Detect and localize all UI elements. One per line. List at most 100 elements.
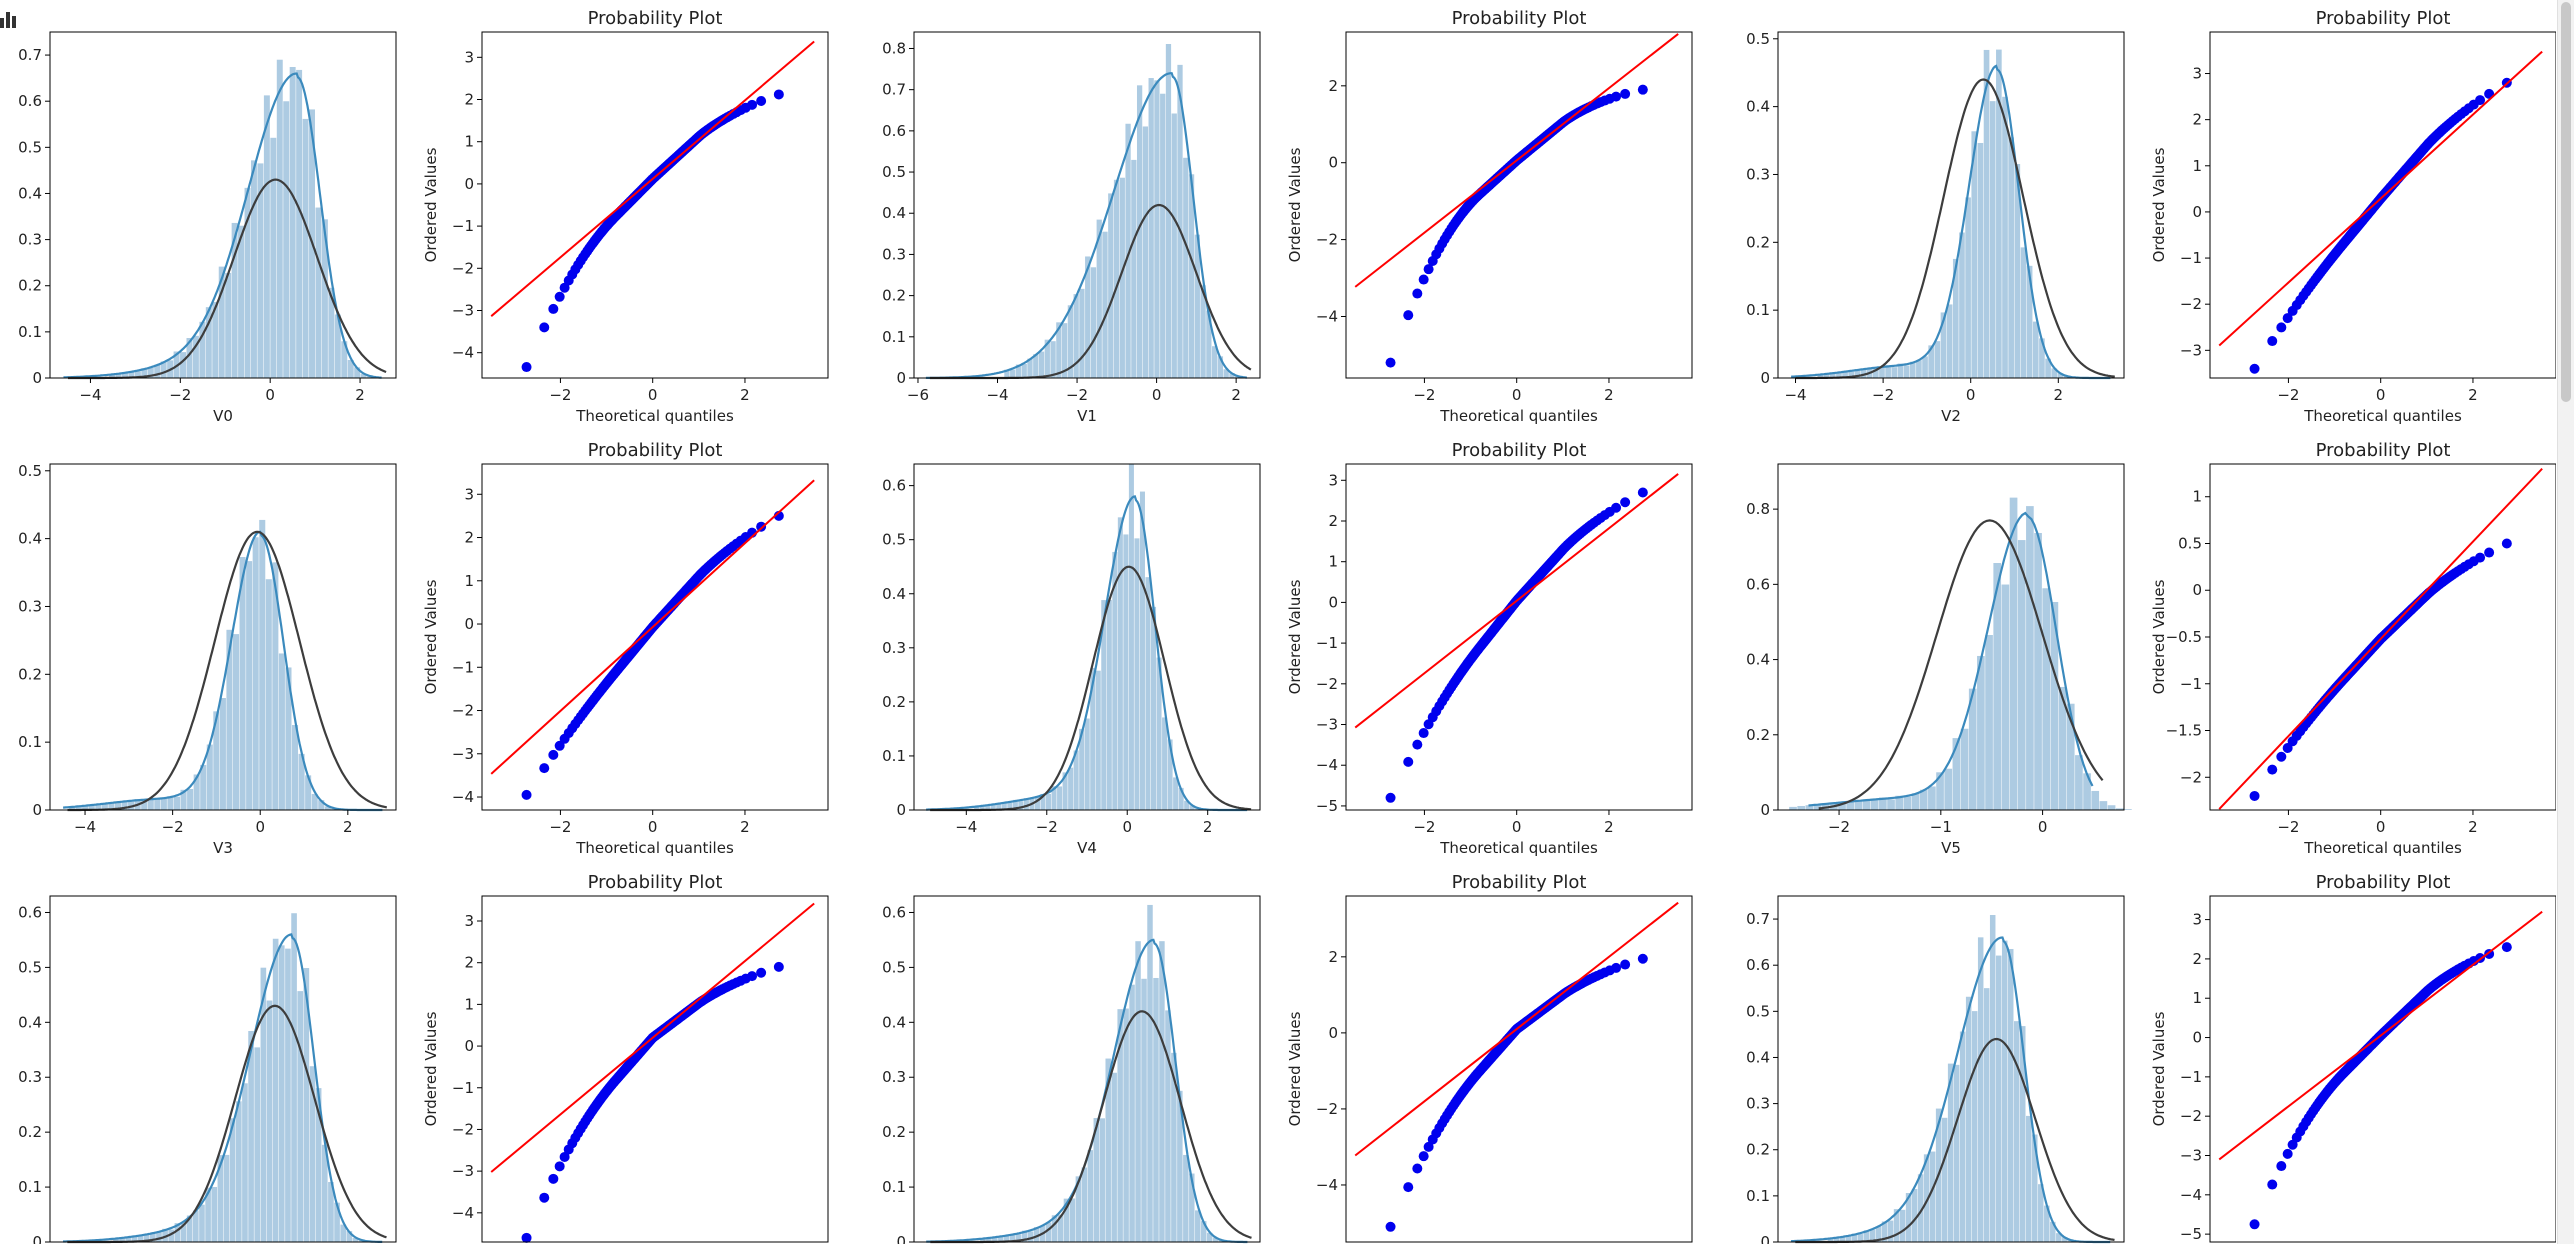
histogram-bar xyxy=(979,806,985,810)
histogram-bar xyxy=(1101,600,1107,810)
histogram-bar xyxy=(1854,800,1863,810)
histogram-bar xyxy=(260,967,267,1242)
y-tick-label: 1 xyxy=(2192,488,2202,506)
histogram-bar xyxy=(2032,321,2039,378)
histogram-bar xyxy=(205,307,212,378)
qq-point xyxy=(539,1192,550,1203)
scrollbar-thumb[interactable] xyxy=(2561,2,2571,402)
x-tick-label: −2 xyxy=(1413,818,1435,836)
x-tick-label: 2 xyxy=(740,386,750,404)
histogram-bar xyxy=(1189,1173,1195,1242)
y-tick-label: 0 xyxy=(2192,581,2202,599)
histogram-bar xyxy=(1119,177,1125,378)
probability-plot: −4 −3 −2 −1 0 1 2 3 Probability Plot Ordered Valu… xyxy=(422,872,829,1243)
y-tick-label: −2 xyxy=(1316,231,1338,249)
plot-frame xyxy=(913,463,1261,811)
histogram-bar xyxy=(259,519,266,810)
histogram-bar xyxy=(186,1215,193,1242)
histogram-bar xyxy=(232,634,240,810)
histogram-bar xyxy=(1177,1090,1183,1242)
histogram-bar xyxy=(75,806,82,810)
qq-point xyxy=(2249,790,2260,801)
histogram-bar xyxy=(1995,955,2002,1242)
probability-plot: −3 −2 −1 0 1 2 3 −2 0 2 Probability Plot Theoretica… xyxy=(2150,8,2556,425)
histogram-bar xyxy=(1044,339,1050,378)
histogram-bar xyxy=(1217,356,1224,378)
histogram-bar xyxy=(1977,142,1984,378)
qq-point xyxy=(2287,1139,2298,1150)
x-tick-label: 0 xyxy=(1512,386,1522,404)
y-tick-label: 0.4 xyxy=(18,530,42,548)
x-tick-label: −2 xyxy=(1036,818,1058,836)
histogram-bar xyxy=(2051,368,2058,378)
qq-point xyxy=(539,322,550,333)
vertical-scrollbar[interactable] xyxy=(2557,0,2574,1244)
histogram-bar xyxy=(1167,739,1173,810)
histogram-bar xyxy=(318,800,325,810)
histogram-bar xyxy=(2013,1021,2020,1242)
histogram-bar xyxy=(2038,1184,2044,1242)
y-tick-label: −0.5 xyxy=(2166,628,2202,646)
histogram-bar xyxy=(121,373,128,378)
histogram-bar xyxy=(246,561,253,810)
qq-point xyxy=(2276,1161,2287,1172)
histogram-bar xyxy=(205,1187,211,1242)
histogram-bar xyxy=(334,1202,340,1242)
histogram-bar xyxy=(2020,247,2027,378)
histogram-bar xyxy=(1928,786,1936,810)
y-tick-label: 0.3 xyxy=(882,639,906,657)
y-tick-label: −2 xyxy=(452,702,474,720)
histogram-bar xyxy=(1045,793,1052,810)
histogram-bar xyxy=(1827,1238,1834,1242)
histogram-bar xyxy=(2032,1134,2038,1242)
qq-point xyxy=(548,749,559,760)
y-tick-label: 1 xyxy=(464,995,474,1013)
histogram-bar xyxy=(2026,506,2034,810)
histogram-bar xyxy=(1947,1063,1954,1242)
x-axis-label: Theoretical quantiles xyxy=(1439,407,1598,425)
y-axis-label: Ordered Values xyxy=(1286,147,1304,262)
qq-point xyxy=(1412,739,1423,750)
qq-reference-line xyxy=(490,40,815,317)
histogram-bar xyxy=(321,219,328,378)
qq-point xyxy=(773,961,784,972)
x-tick-label: −4 xyxy=(955,818,977,836)
histogram-bar xyxy=(1206,1232,1213,1242)
x-axis-label: V1 xyxy=(1077,407,1097,425)
x-axis-label: Theoretical quantiles xyxy=(2303,839,2462,857)
histogram-bar xyxy=(291,725,299,810)
y-tick-label: 0 xyxy=(1328,154,1338,172)
histogram-bar xyxy=(211,1186,218,1242)
histogram-bar xyxy=(134,371,141,378)
histogram-bar xyxy=(2115,808,2124,810)
y-tick-label: 3 xyxy=(464,912,474,930)
histogram-bar xyxy=(2075,755,2083,810)
x-tick-label: −1 xyxy=(1930,818,1952,836)
qq-reference-line xyxy=(490,479,815,775)
histogram-bar xyxy=(1105,1058,1111,1242)
plot-title: Probability Plot xyxy=(1452,872,1587,893)
y-tick-label: 0.4 xyxy=(1746,651,1770,669)
qq-point xyxy=(756,521,767,532)
y-tick-label: −2 xyxy=(2180,295,2202,313)
histogram-bar xyxy=(1135,941,1141,1242)
y-tick-label: 0.2 xyxy=(882,1123,906,1141)
x-tick-label: 2 xyxy=(2468,818,2478,836)
bar-chart-icon[interactable] xyxy=(0,6,22,28)
histogram-bar xyxy=(324,806,331,810)
histogram-bar xyxy=(1051,786,1057,810)
histogram-bar xyxy=(1162,717,1168,810)
qq-point xyxy=(1403,756,1414,767)
histogram-bar xyxy=(1173,777,1179,810)
x-tick-label: −2 xyxy=(1413,386,1435,404)
x-tick-label: 0 xyxy=(1152,386,1162,404)
y-tick-label: 0.5 xyxy=(882,163,906,181)
histogram-bar xyxy=(1862,799,1871,810)
histogram-bar xyxy=(141,368,148,378)
y-tick-label: 3 xyxy=(2192,65,2202,83)
histogram-bar xyxy=(2050,1221,2056,1242)
histogram-bar xyxy=(2066,703,2075,810)
qq-point xyxy=(773,89,784,100)
qq-point xyxy=(1412,1163,1423,1174)
histogram-bar xyxy=(1147,904,1153,1242)
